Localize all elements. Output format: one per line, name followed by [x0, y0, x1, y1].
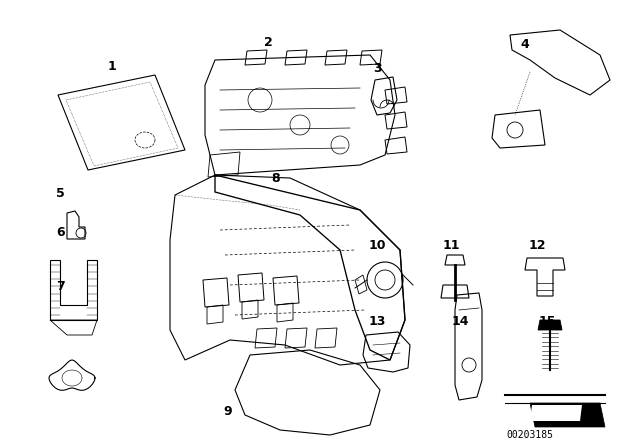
Text: 1: 1 [108, 60, 116, 73]
Text: 3: 3 [373, 62, 382, 75]
Text: 12: 12 [529, 239, 547, 252]
Text: 13: 13 [369, 315, 387, 328]
Text: 7: 7 [56, 280, 65, 293]
Polygon shape [530, 405, 582, 421]
Text: 8: 8 [271, 172, 280, 185]
Polygon shape [530, 403, 605, 427]
Polygon shape [538, 320, 562, 330]
Text: 14: 14 [452, 315, 470, 328]
Text: 00203185: 00203185 [506, 430, 554, 440]
Text: 4: 4 [520, 38, 529, 52]
Text: 6: 6 [56, 225, 65, 239]
Text: 5: 5 [56, 187, 65, 201]
Text: 9: 9 [223, 405, 232, 418]
Text: 10: 10 [369, 239, 387, 252]
Text: 2: 2 [264, 36, 273, 49]
Text: 11: 11 [442, 239, 460, 252]
Text: 15: 15 [538, 315, 556, 328]
